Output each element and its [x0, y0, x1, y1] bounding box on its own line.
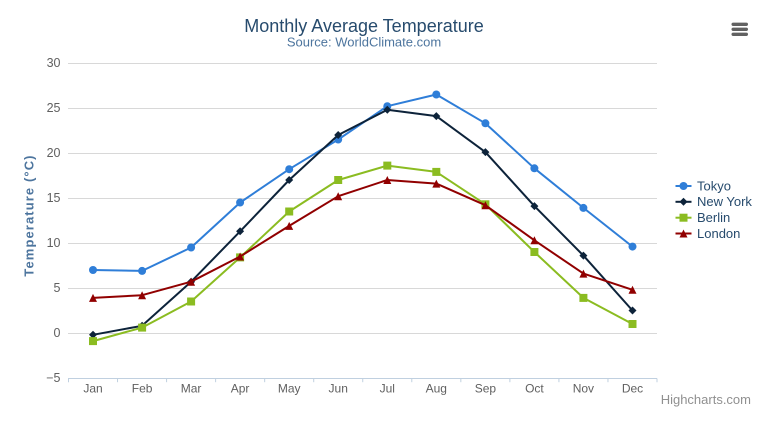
svg-text:Nov: Nov	[573, 381, 594, 395]
svg-text:Aug: Aug	[426, 381, 447, 395]
svg-text:Source: WorldClimate.com: Source: WorldClimate.com	[287, 35, 441, 50]
svg-text:May: May	[278, 381, 301, 395]
svg-text:Apr: Apr	[231, 381, 250, 395]
svg-text:5: 5	[54, 281, 61, 295]
svg-text:−5: −5	[46, 371, 60, 385]
svg-text:London: London	[697, 226, 740, 241]
svg-text:Oct: Oct	[525, 381, 544, 395]
svg-text:Dec: Dec	[622, 381, 643, 395]
svg-text:Berlin: Berlin	[697, 210, 730, 225]
svg-text:Temperature (°C): Temperature (°C)	[22, 154, 37, 276]
svg-text:Tokyo: Tokyo	[697, 178, 731, 193]
svg-text:Sep: Sep	[475, 381, 497, 395]
svg-text:0: 0	[54, 326, 61, 340]
svg-text:15: 15	[47, 191, 61, 205]
svg-text:Monthly Average Temperature: Monthly Average Temperature	[244, 16, 483, 36]
svg-text:New York: New York	[697, 194, 752, 209]
svg-text:Jul: Jul	[380, 381, 395, 395]
svg-text:25: 25	[47, 101, 61, 115]
svg-text:Jun: Jun	[329, 381, 348, 395]
svg-text:30: 30	[47, 56, 61, 70]
svg-text:20: 20	[47, 146, 61, 160]
svg-text:10: 10	[47, 236, 61, 250]
svg-text:Jan: Jan	[83, 381, 102, 395]
svg-text:Mar: Mar	[181, 381, 202, 395]
svg-text:Highcharts.com: Highcharts.com	[661, 392, 751, 407]
svg-text:Feb: Feb	[132, 381, 153, 395]
